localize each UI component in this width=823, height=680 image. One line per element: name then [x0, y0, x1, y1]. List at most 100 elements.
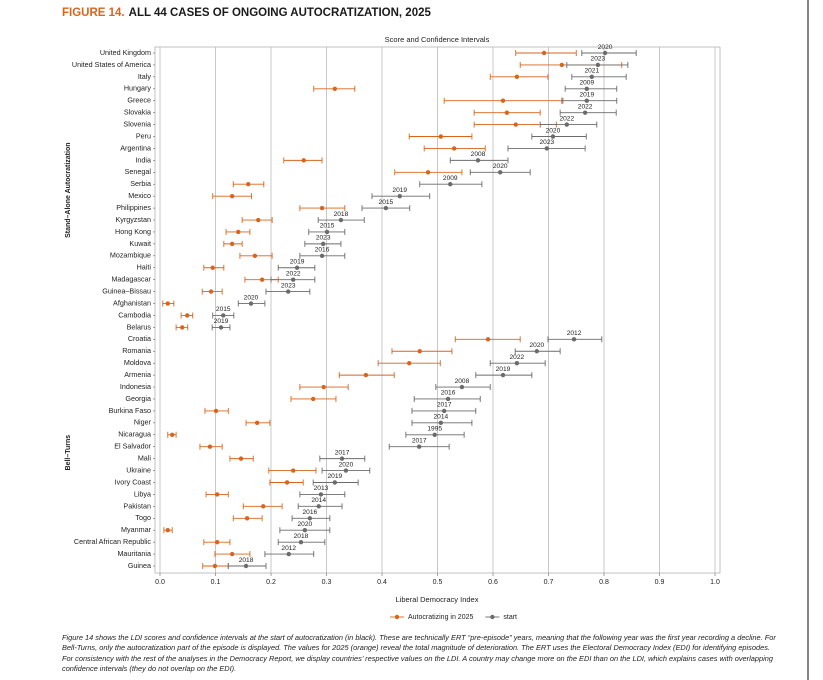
- score-dot: [571, 337, 577, 342]
- category-label: United States of America: [72, 60, 151, 69]
- start-year: 2023: [539, 139, 554, 146]
- score-dot: [550, 134, 556, 139]
- score-dot: [582, 110, 588, 115]
- score-dot: [218, 325, 224, 330]
- category-label: Cambodia: [118, 310, 151, 319]
- score-dot: [498, 170, 503, 175]
- score-dot: [584, 98, 589, 103]
- start-year: 2023: [281, 282, 296, 289]
- start-year: 2018: [239, 557, 254, 564]
- score-dot: [564, 122, 570, 127]
- score-dot: [229, 551, 235, 557]
- score-dot: [256, 217, 261, 223]
- legend-label: start: [503, 614, 517, 621]
- score-dot: [338, 217, 344, 223]
- score-dot: [244, 516, 250, 521]
- category-label: Indonesia: [120, 382, 151, 391]
- category-label: Senegal: [125, 167, 152, 176]
- category-label: Pakistan: [123, 501, 151, 510]
- score-dot: [559, 62, 565, 68]
- category-label: Italy: [138, 72, 152, 81]
- score-dot: [544, 146, 550, 151]
- start-year: 2018: [294, 533, 309, 540]
- score-dot: [212, 563, 218, 569]
- start-year: 2008: [471, 151, 486, 158]
- start-year: 2020: [244, 294, 259, 301]
- legend-label: Autocratizing in 2025: [408, 614, 473, 621]
- score-dot: [229, 241, 235, 247]
- start-year: 2008: [455, 378, 470, 385]
- category-label: Mauritania: [117, 549, 151, 558]
- score-dot: [425, 170, 431, 175]
- score-dot: [459, 384, 465, 390]
- start-year: 2013: [314, 485, 329, 492]
- score-dot: [534, 349, 540, 354]
- x-tick-label: 0.2: [266, 579, 276, 586]
- score-dot: [165, 301, 170, 306]
- start-year: 2012: [567, 330, 582, 337]
- score-dot: [170, 432, 175, 437]
- category-label: United Kingdom: [100, 48, 151, 57]
- category-label: Libya: [134, 489, 151, 498]
- x-tick-label: 0.4: [377, 579, 387, 586]
- start-year: 2019: [579, 91, 594, 98]
- category-label: Belarus: [127, 322, 152, 331]
- start-year: 2015: [379, 199, 394, 206]
- score-dot: [319, 205, 325, 211]
- score-dot: [291, 468, 296, 473]
- start-year: 2020: [493, 163, 508, 170]
- x-tick-label: 0.6: [488, 579, 498, 586]
- category-label: Mali: [138, 454, 152, 463]
- category-label: Madagascar: [111, 275, 151, 284]
- score-dot: [319, 253, 325, 259]
- score-dot: [514, 74, 520, 80]
- score-dot: [310, 396, 316, 402]
- category-label: Peru: [136, 131, 151, 140]
- score-dot: [302, 528, 308, 533]
- score-dot: [602, 50, 608, 56]
- category-label: Niger: [134, 418, 152, 427]
- score-dot: [541, 50, 547, 56]
- start-year: 2009: [443, 175, 458, 182]
- score-dot: [485, 337, 491, 342]
- start-year: 2019: [496, 366, 511, 373]
- score-dot: [208, 289, 214, 294]
- x-tick-label: 0.1: [211, 579, 221, 586]
- start-year: 2022: [559, 115, 574, 122]
- category-label: Slovenia: [123, 119, 151, 128]
- score-dot: [324, 229, 330, 235]
- category-label: Myanmar: [121, 525, 152, 534]
- category-label: Kyrgyzstan: [115, 215, 151, 224]
- category-label: Ukraine: [126, 465, 151, 474]
- category-label: Slovakia: [124, 108, 151, 117]
- score-dot: [246, 182, 251, 187]
- x-tick-label: 0.3: [322, 579, 332, 586]
- score-dot: [184, 313, 190, 318]
- score-dot: [343, 468, 349, 473]
- category-label: Mexico: [128, 191, 151, 200]
- score-dot: [210, 265, 215, 270]
- category-label: Mozambique: [110, 251, 151, 260]
- category-label: Burkina Faso: [109, 406, 151, 415]
- score-dot: [332, 480, 338, 485]
- category-label: El Salvador: [114, 442, 151, 451]
- score-dot: [261, 504, 266, 509]
- score-dot: [363, 372, 369, 378]
- group-label: Stand–Alone Autocratization: [65, 142, 72, 237]
- category-label: Guinea–Bissau: [102, 287, 151, 296]
- score-dot: [286, 551, 291, 557]
- score-dot: [229, 193, 235, 199]
- score-dot: [213, 408, 219, 414]
- score-dot: [504, 110, 510, 115]
- start-year: 2019: [392, 187, 407, 194]
- score-dot: [445, 396, 451, 402]
- category-label: Afghanistan: [113, 298, 151, 307]
- x-tick-label: 0.0: [155, 579, 165, 586]
- score-dot: [214, 492, 220, 497]
- x-tick-label: 0.7: [544, 579, 554, 586]
- start-year: 2019: [290, 258, 305, 265]
- score-dot: [500, 98, 506, 103]
- start-year: 2022: [286, 270, 301, 277]
- score-dot: [500, 372, 506, 378]
